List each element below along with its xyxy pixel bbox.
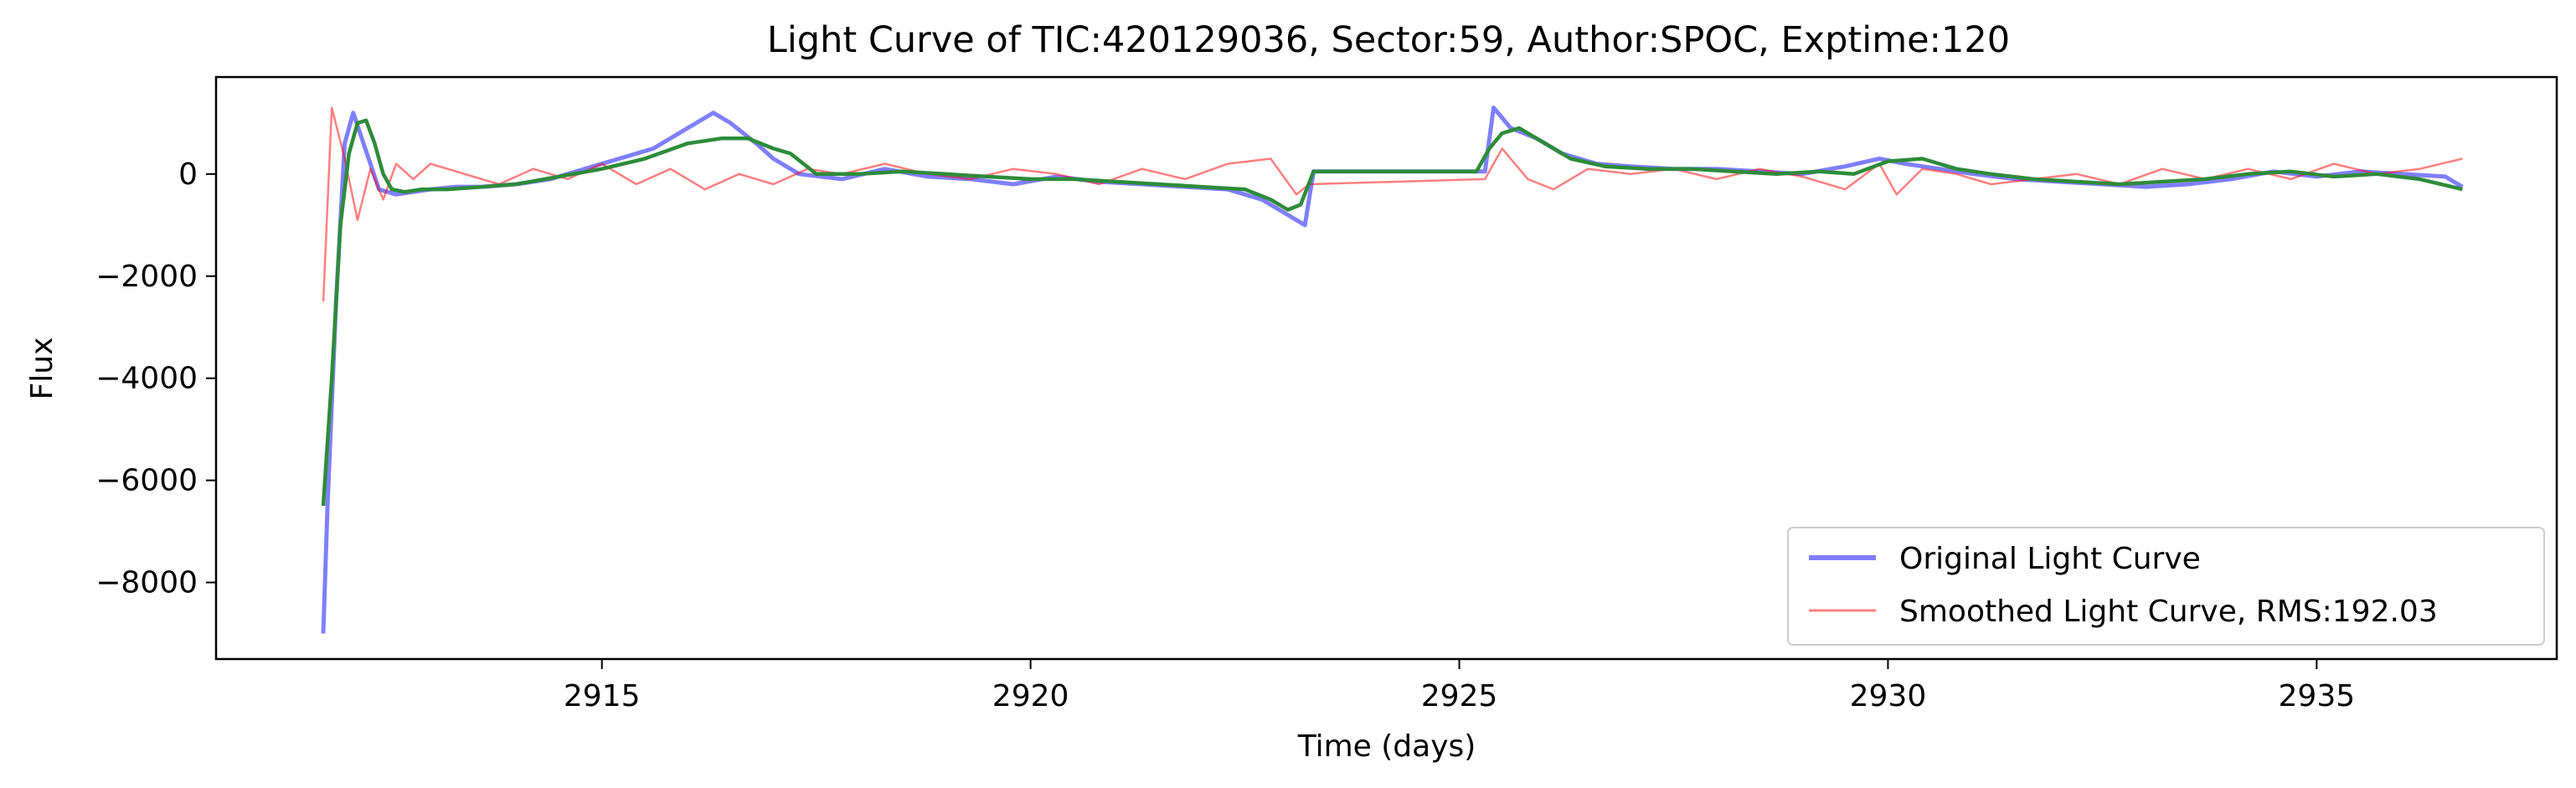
legend: Original Light Curve Smoothed Light Curv…: [1787, 527, 2545, 646]
x-tick-label: 2925: [1421, 679, 1498, 713]
x-axis-label: Time (days): [1297, 729, 1476, 764]
y-axis-label: Flux: [25, 337, 59, 400]
legend-label-smoothed: Smoothed Light Curve, RMS:192.03: [1899, 595, 2438, 629]
y-tick-label: −6000: [95, 464, 198, 498]
series-line-1: [322, 106, 2463, 302]
y-tick-label: −4000: [95, 362, 198, 396]
plot-area-frame: [214, 75, 2558, 661]
series-layer: [321, 106, 2464, 634]
x-tick-label: 2930: [1850, 679, 1927, 713]
x-axis: 2915 2920 2925 2930 2935: [564, 659, 2355, 713]
x-tick-label: 2915: [564, 679, 641, 713]
legend-box: [1787, 527, 2545, 646]
legend-label-original: Original Light Curve: [1899, 542, 2201, 576]
y-tick-label: −2000: [95, 260, 198, 294]
series-line-2: [321, 118, 2463, 507]
y-axis: −8000 −6000 −4000 −2000 0: [95, 157, 216, 600]
y-tick-label: −8000: [95, 566, 198, 600]
x-tick-label: 2920: [992, 679, 1069, 713]
chart-title: Light Curve of TIC:420129036, Sector:59,…: [767, 19, 2010, 61]
y-tick-label: 0: [178, 157, 198, 192]
x-tick-label: 2935: [2279, 679, 2356, 713]
